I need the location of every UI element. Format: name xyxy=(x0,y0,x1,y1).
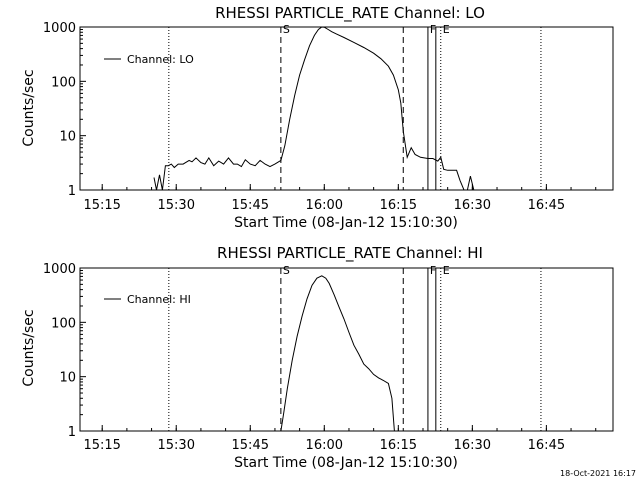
hi-x-axis-label: Start Time (08-Jan-12 15:10:30) xyxy=(234,455,458,471)
lo-y-axis: 1 10 100 1000 xyxy=(43,21,86,199)
lo-plot-frame xyxy=(79,26,614,191)
hi-plot-title: RHESSI PARTICLE_RATE Channel: HI xyxy=(217,244,483,263)
hi-legend-label: Channel: HI xyxy=(127,293,191,306)
lo-x-tick-label: 16:30 xyxy=(454,198,491,213)
hi-y-axis: 1 10 100 1000 xyxy=(43,262,86,440)
hi-y-tick-label: 100 xyxy=(51,316,76,331)
lo-series-line xyxy=(153,26,475,191)
hi-x-tick-label: 16:15 xyxy=(380,438,417,453)
hi-x-tick-label: 16:45 xyxy=(528,438,565,453)
hi-marker-label: F xyxy=(430,264,436,277)
hi-plot-frame xyxy=(79,267,614,432)
lo-marker-label: E xyxy=(443,23,450,36)
hi-series-line xyxy=(280,275,395,432)
hi-marker-label: S xyxy=(283,264,290,277)
lo-x-tick-label: 15:30 xyxy=(158,198,195,213)
lo-y-tick-label: 10 xyxy=(59,130,76,145)
hi-x-tick-label: 15:45 xyxy=(232,438,269,453)
lo-x-tick-label: 16:45 xyxy=(528,198,565,213)
lo-x-tick-label: 16:15 xyxy=(380,198,417,213)
hi-x-tick-label: 16:30 xyxy=(454,438,491,453)
lo-legend-label: Channel: LO xyxy=(127,53,194,66)
hi-x-axis: 15:15 15:30 15:45 16:00 16:15 16:30 16:45 xyxy=(83,425,597,453)
lo-y-tick-label: 1 xyxy=(68,184,76,199)
lo-y-tick-label: 1000 xyxy=(43,21,76,36)
lo-x-axis-label: Start Time (08-Jan-12 15:10:30) xyxy=(234,215,458,231)
hi-x-tick-label: 16:00 xyxy=(306,438,343,453)
lo-y-tick-label: 100 xyxy=(51,75,76,90)
lo-x-tick-label: 15:15 xyxy=(83,198,120,213)
lo-marker-label: F xyxy=(430,23,436,36)
lo-plot-title: RHESSI PARTICLE_RATE Channel: LO xyxy=(215,4,485,23)
lo-x-axis: 15:15 15:30 15:45 16:00 16:15 16:30 16:45 xyxy=(83,184,597,213)
generation-date: 18-Oct-2021 16:17 xyxy=(560,469,636,478)
lo-marker-label: S xyxy=(283,23,290,36)
lo-x-tick-label: 16:00 xyxy=(306,198,343,213)
lo-y-axis-label: Counts/sec xyxy=(21,69,37,146)
lo-x-tick-label: 15:45 xyxy=(232,198,269,213)
hi-x-tick-label: 15:30 xyxy=(158,438,195,453)
hi-y-tick-label: 10 xyxy=(59,371,76,386)
hi-marker-label: E xyxy=(443,264,450,277)
hi-x-tick-label: 15:15 xyxy=(83,438,120,453)
hi-y-tick-label: 1000 xyxy=(43,262,76,277)
hi-y-axis-label: Counts/sec xyxy=(21,309,37,386)
hi-y-tick-label: 1 xyxy=(68,425,76,440)
